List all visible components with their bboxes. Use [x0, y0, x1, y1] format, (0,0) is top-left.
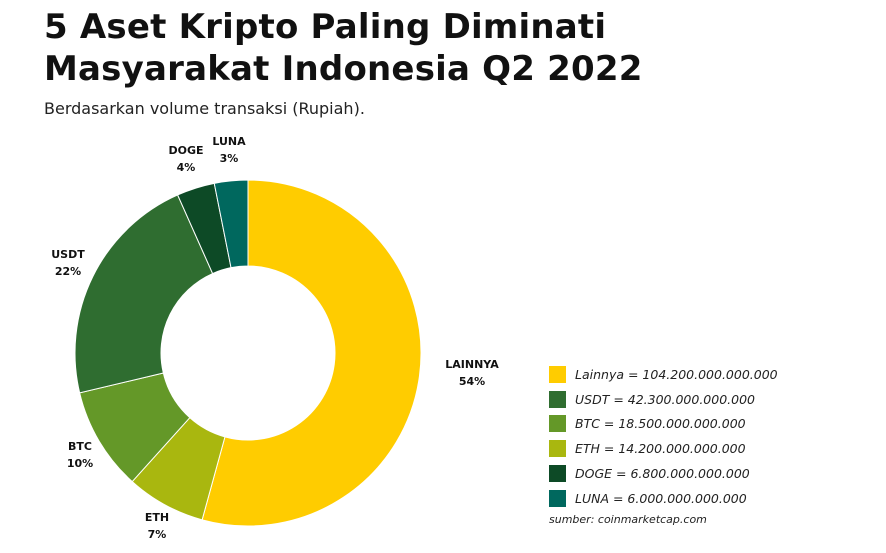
slice-label-eth: ETH 7%	[145, 511, 169, 541]
slice-label-name: LAINNYA	[445, 358, 499, 371]
source-note: sumber: coinmarketcap.com	[549, 513, 707, 526]
legend-item: DOGE = 6.800.000.000.000	[549, 461, 869, 486]
legend-label: USDT = 42.300.000.000.000	[575, 391, 755, 407]
legend-swatch	[549, 440, 566, 458]
chart-subtitle: Berdasarkan volume transaksi (Rupiah).	[44, 99, 365, 118]
donut-slices	[74, 179, 422, 527]
legend-label: DOGE = 6.800.000.000.000	[575, 466, 750, 482]
slice-label-lainnya: LAINNYA 54%	[445, 358, 499, 388]
slice-label-btc: BTC 10%	[67, 440, 93, 470]
chart-title: 5 Aset Kripto Paling Diminati Masyarakat…	[44, 6, 844, 90]
slice-usdt	[74, 194, 214, 394]
legend-swatch	[549, 390, 566, 408]
legend-label: ETH = 14.200.000.000.000	[575, 441, 746, 457]
slice-label-percent: 10%	[67, 457, 93, 470]
chart-legend: Lainnya = 104.200.000.000.000 USDT = 42.3…	[549, 362, 869, 511]
chart-title-line-1: 5 Aset Kripto Paling Diminati	[44, 7, 607, 47]
legend-swatch	[549, 365, 566, 383]
legend-item: ETH = 14.200.000.000.000	[549, 436, 869, 461]
legend-label: BTC = 18.500.000.000.000	[575, 416, 746, 432]
legend-item: LUNA = 6.000.000.000.000	[549, 486, 869, 511]
slice-label-percent: 7%	[148, 528, 167, 541]
slice-label-percent: 4%	[177, 161, 196, 174]
legend-item: USDT = 42.300.000.000.000	[549, 387, 869, 412]
slice-label-name: LUNA	[212, 135, 246, 148]
slice-label-usdt: USDT 22%	[51, 248, 85, 278]
slice-label-percent: 22%	[55, 265, 81, 278]
legend-swatch	[549, 415, 566, 433]
legend-label: LUNA = 6.000.000.000.000	[575, 490, 747, 506]
slice-labels: LAINNYA 54% ETH 7% BTC 10% USDT 22% DOGE 4% LUNA 3%	[51, 135, 499, 541]
chart-title-line-2: Masyarakat Indonesia Q2 2022	[44, 49, 643, 89]
slice-label-name: BTC	[68, 440, 92, 453]
slice-label-doge: DOGE 4%	[168, 144, 203, 174]
slice-label-luna: LUNA 3%	[212, 135, 246, 165]
slice-label-percent: 54%	[459, 375, 485, 388]
slice-lainnya	[201, 179, 422, 527]
legend-label: Lainnya = 104.200.000.000.000	[575, 366, 778, 382]
slice-label-name: USDT	[51, 248, 85, 261]
legend-item: Lainnya = 104.200.000.000.000	[549, 362, 869, 387]
slice-label-name: DOGE	[168, 144, 203, 157]
slice-luna	[213, 179, 249, 269]
slice-label-name: ETH	[145, 511, 169, 524]
legend-item: BTC = 18.500.000.000.000	[549, 412, 869, 437]
legend-swatch	[549, 465, 566, 483]
slice-label-percent: 3%	[220, 152, 239, 165]
legend-swatch	[549, 489, 566, 507]
